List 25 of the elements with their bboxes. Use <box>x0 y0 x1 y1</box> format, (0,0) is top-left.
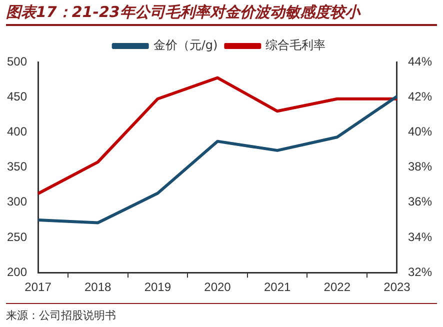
y2-tick-label: 36% <box>408 194 432 209</box>
y2-tick-label: 32% <box>408 264 432 279</box>
y-tick-label: 350 <box>6 160 28 174</box>
y-tick-label: 400 <box>6 124 28 139</box>
y-tick-label: 250 <box>6 230 28 244</box>
y-tick-label: 300 <box>6 194 28 209</box>
y2-tick-label: 34% <box>408 230 432 244</box>
y2-tick-label: 42% <box>408 89 432 104</box>
y-tick-label: 200 <box>6 264 28 279</box>
y2-tick-label: 44% <box>408 54 432 68</box>
x-tick-label: 2021 <box>264 280 291 294</box>
x-tick-label: 2019 <box>144 280 172 294</box>
chart-title: 图表17：21-23年公司毛利率对金价波动敏感度较小 <box>6 3 437 26</box>
x-tick-label: 2018 <box>84 280 112 294</box>
legend-label: 综合毛利率 <box>266 38 326 52</box>
y-tick-label: 450 <box>6 89 28 104</box>
legend-label: 金价（元/g) <box>153 38 218 52</box>
y2-tick-label: 38% <box>408 160 432 174</box>
x-tick-label: 2020 <box>204 280 232 294</box>
x-tick-label: 2023 <box>384 280 411 294</box>
x-tick-label: 2017 <box>24 280 52 294</box>
y2-tick-label: 40% <box>408 124 432 139</box>
source-note: 来源：公司招股说明书 <box>6 303 437 323</box>
y-tick-label: 500 <box>6 54 28 68</box>
x-tick-label: 2022 <box>324 280 351 294</box>
